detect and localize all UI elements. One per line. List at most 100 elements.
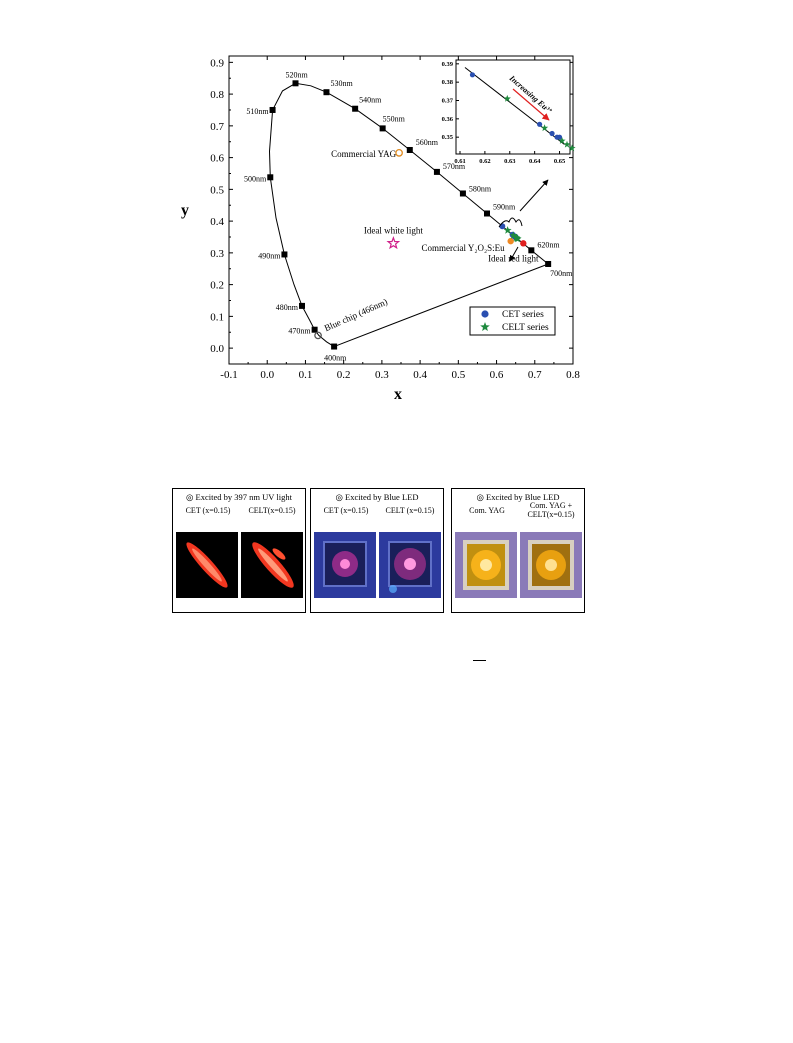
wavelength-marker <box>352 105 359 112</box>
special-marker <box>314 331 322 340</box>
inset-celt-point <box>568 144 576 152</box>
photo-led-celt <box>379 532 441 598</box>
panel-uv-label-cet: CET (x=0.15) <box>185 506 231 515</box>
increasing-arrow <box>512 88 550 121</box>
wavelength-label: 580nm <box>469 184 492 193</box>
y-axis-ticks: 0.0 0.1 0.2 0.3 0.4 0.5 0.6 0.7 0.8 0.9 <box>210 57 573 355</box>
inset-y-tick-label: 0.37 <box>442 98 454 105</box>
wavelength-label: 520nm <box>286 70 309 79</box>
y-tick-label: 0.7 <box>210 121 224 133</box>
x-tick-label: 0.3 <box>375 369 389 381</box>
special-label: Commercial Y₂O₂S:Eu <box>422 243 506 253</box>
x-axis-label: x <box>394 386 402 403</box>
inset-x-tick-label: 0.64 <box>529 158 541 165</box>
wavelength-label: 700nm <box>550 269 573 278</box>
wavelength-label: 480nm <box>276 303 299 312</box>
wavelength-label: 510nm <box>246 107 269 116</box>
wavelength-marker <box>331 343 338 350</box>
panel-uv-title: ◎ Excited by 397 nm UV light <box>186 492 292 502</box>
y-tick-label: 0.4 <box>210 216 224 228</box>
inset-y-tick-label: 0.38 <box>442 79 454 86</box>
photo-com-yag <box>455 532 517 598</box>
wavelength-label: 470nm <box>288 327 311 336</box>
inset-y-tick-label: 0.36 <box>442 116 454 123</box>
wavelength-label: 500nm <box>244 174 267 183</box>
celt-point <box>503 226 512 234</box>
inset-x-tick-label: 0.62 <box>479 158 490 165</box>
y-tick-label: 0.8 <box>210 89 224 101</box>
wavelength-label: 400nm <box>324 354 347 363</box>
x-tick-label: 0.2 <box>337 369 351 381</box>
series-bracket <box>498 217 523 228</box>
y-tick-label: 0.6 <box>210 153 224 165</box>
panel-blue-led-2-title: ◎ Excited by Blue LED <box>476 492 560 502</box>
inset-cet-point <box>556 134 563 140</box>
celt-point <box>509 231 518 239</box>
inset-series <box>469 72 576 152</box>
inset-x-tick-label: 0.63 <box>504 158 516 165</box>
special-label: Blue chip (466nm) <box>323 296 389 333</box>
wavelength-marker <box>433 168 440 175</box>
special-marker <box>395 148 403 157</box>
celt-point <box>513 234 522 243</box>
panel-blue-led-2: ◎ Excited by Blue LED Com. YAG Com. YAG … <box>451 488 585 613</box>
special-marker <box>520 240 527 247</box>
wavelength-marker <box>311 326 318 333</box>
x-tick-label: 0.7 <box>528 369 542 381</box>
legend-celt-label: CELT series <box>502 323 549 333</box>
inset-trend-line <box>464 67 565 145</box>
wavelength-label: 490nm <box>258 251 281 260</box>
data-series <box>499 223 522 243</box>
inset-x-tick-label: 0.61 <box>454 158 465 165</box>
panel-uv-label-celt: CELT(x=0.15) <box>248 506 296 515</box>
y-tick-label: 0.2 <box>210 280 224 292</box>
photo-uv-celt <box>241 532 303 598</box>
y-tick-label: 0.9 <box>210 57 224 69</box>
wavelength-label: 620nm <box>537 240 560 249</box>
y-tick-label: 0.3 <box>210 248 224 260</box>
legend-celt-marker <box>480 322 490 331</box>
wavelength-marker <box>269 106 276 113</box>
panel-blue-led-2-label-yag-celt: Com. YAG + CELT(x=0.15) <box>527 501 575 519</box>
inset-celt-point <box>503 94 511 102</box>
wavelength-label: 560nm <box>416 138 439 147</box>
photo-uv-cet <box>176 532 238 598</box>
panel-blue-led-2-label-yag: Com. YAG <box>469 506 505 515</box>
inset-celt-point <box>541 124 549 132</box>
wavelength-label: 550nm <box>383 114 406 123</box>
wavelength-marker <box>545 260 552 267</box>
legend-cet-marker <box>481 310 489 318</box>
photo-com-yag-celt <box>520 532 582 598</box>
wavelength-marker <box>281 251 288 258</box>
x-tick-label: 0.8 <box>566 369 580 381</box>
panel-blue-led-1-label-celt: CELT (x=0.15) <box>385 506 435 515</box>
stray-dash <box>473 660 486 661</box>
wavelength-marker <box>406 146 413 153</box>
wavelength-marker <box>379 125 386 132</box>
inset-celt-point <box>563 140 571 148</box>
wavelength-marker <box>528 247 535 254</box>
inset-cet-point <box>549 130 555 137</box>
x-tick-label: 0.5 <box>451 369 465 381</box>
panel-blue-led-1: ◎ Excited by Blue LED CET (x=0.15) CELT … <box>310 488 444 613</box>
y-tick-label: 0.0 <box>210 343 224 355</box>
panel-blue-led-1-label-cet: CET (x=0.15) <box>323 506 369 515</box>
panel-uv: ◎ Excited by 397 nm UV light CET (x=0.15… <box>172 488 306 613</box>
wavelength-marker <box>459 190 466 197</box>
inset-arrow <box>519 179 549 212</box>
photo-led-cet <box>314 532 376 598</box>
x-tick-label: 0.4 <box>413 369 427 381</box>
wavelength-marker <box>299 302 306 309</box>
wavelength-label: 570nm <box>443 162 466 171</box>
inset-celt-point <box>558 137 566 144</box>
inset-y-tick-label: 0.39 <box>442 61 454 68</box>
wavelength-label: 540nm <box>359 96 382 105</box>
x-tick-label: 0.0 <box>260 369 274 381</box>
inset-cet-point <box>469 72 476 78</box>
wavelength-label: 590nm <box>493 202 516 211</box>
x-tick-label: 0.1 <box>299 369 313 381</box>
wavelength-markers: 400nm 470nm 480nm 490nm 500nm 510nm 520nm 530nm… <box>244 70 573 362</box>
x-axis-ticks: -0.1 0.0 0.1 0.2 0.3 0.4 0.5 0.6 0.7 0.8 <box>220 56 580 381</box>
panel-blue-led-1-title: ◎ Excited by Blue LED <box>335 492 419 502</box>
special-marker <box>386 236 401 250</box>
